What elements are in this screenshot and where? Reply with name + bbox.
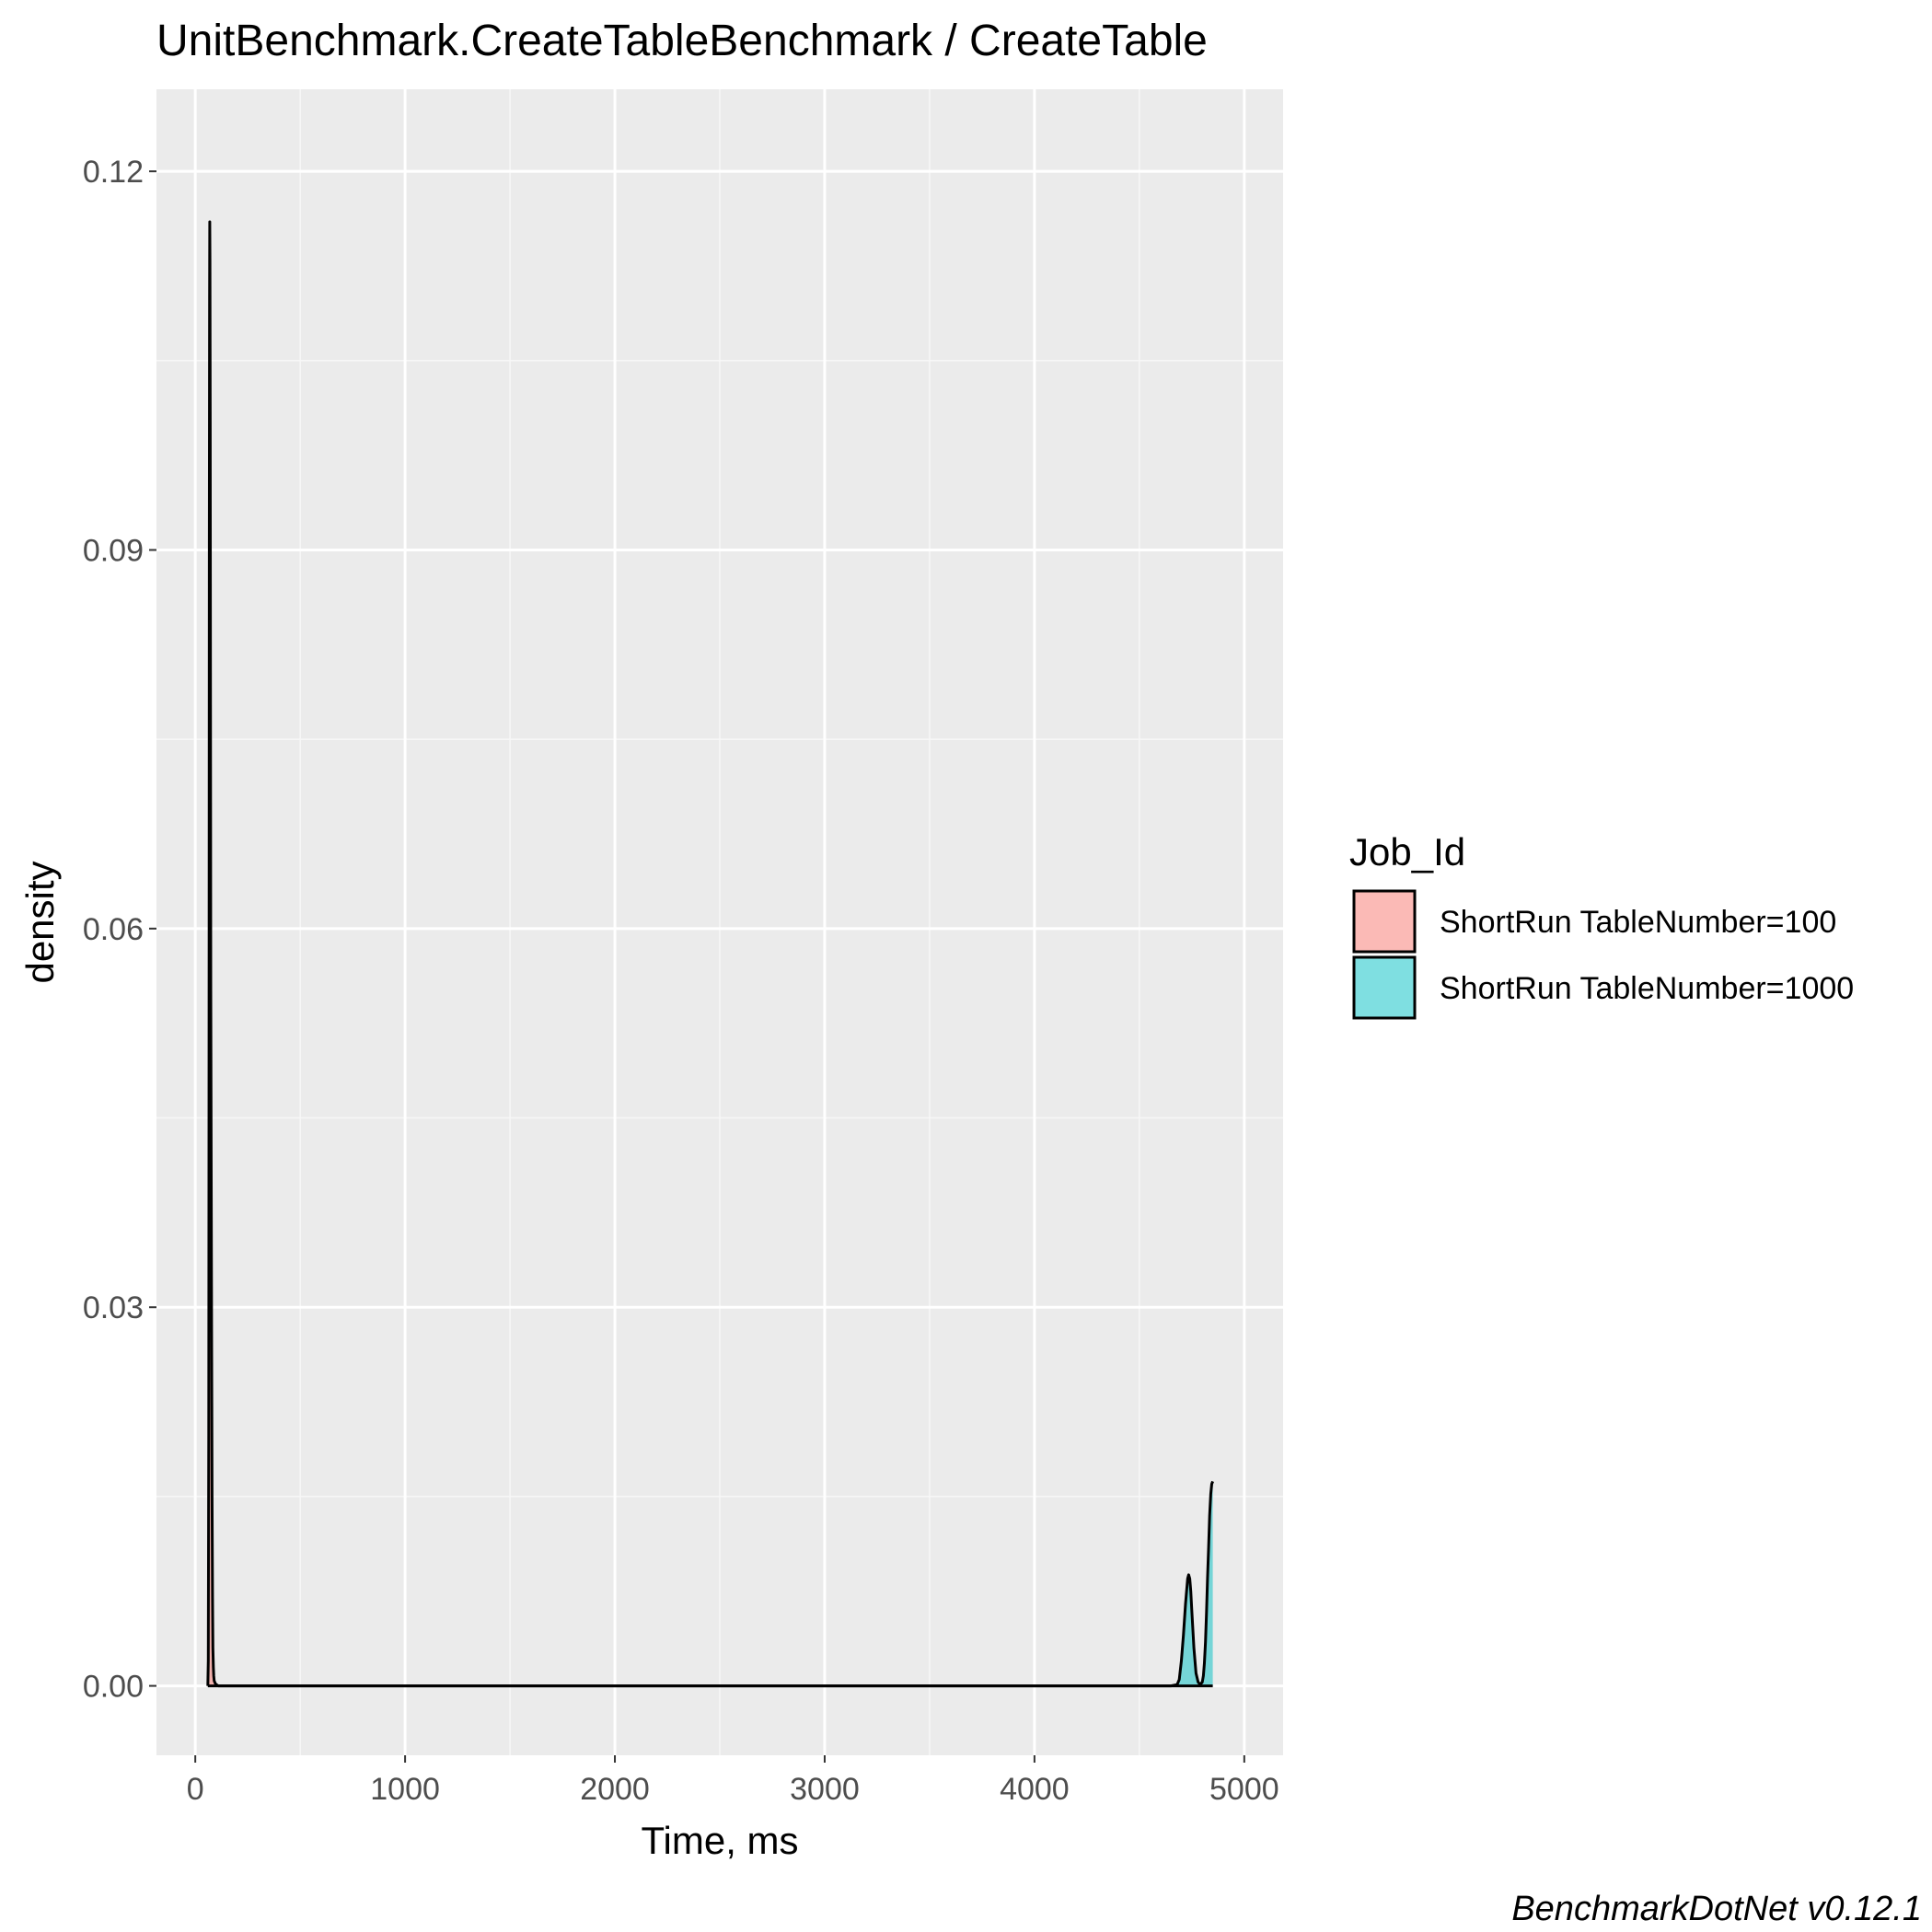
legend-key-series-2 — [1352, 955, 1417, 1020]
y-tick-label: 0.12 — [83, 155, 144, 190]
x-axis-label: Time, ms — [641, 1819, 798, 1862]
density-line-series-1 — [206, 220, 1213, 1688]
legend-key-series-1 — [1352, 889, 1417, 954]
x-tick-label: 2000 — [580, 1772, 650, 1807]
x-axis: 0 1000 2000 3000 4000 5000 — [187, 1755, 1279, 1807]
density-line-series-2 — [207, 1480, 1214, 1688]
caption: BenchmarkDotNet v0.12.1 — [1511, 1890, 1922, 1928]
y-tick-label: 0.03 — [83, 1290, 144, 1325]
legend-title: Job_Id — [1349, 830, 1465, 873]
x-tick-label: 4000 — [1000, 1772, 1070, 1807]
x-tick-label: 1000 — [370, 1772, 440, 1807]
x-tick-label: 0 — [187, 1772, 204, 1807]
density-lines — [206, 220, 1214, 1688]
y-tick-label: 0.06 — [83, 912, 144, 947]
legend-label-series-1: ShortRun TableNumber=100 — [1440, 905, 1836, 940]
x-tick-label: 3000 — [790, 1772, 860, 1807]
y-tick-label: 0.00 — [83, 1670, 144, 1705]
x-tick-label: 5000 — [1209, 1772, 1279, 1807]
minor-gridlines — [156, 89, 1283, 1755]
chart-title: UnitBenchmark.CreateTableBenchmark / Cre… — [156, 17, 1208, 65]
legend-items: ShortRun TableNumber=100 ShortRun TableNu… — [1352, 889, 1854, 1020]
legend-label-series-2: ShortRun TableNumber=1000 — [1440, 971, 1854, 1006]
y-axis: 0.00 0.03 0.06 0.09 0.12 — [83, 155, 156, 1705]
legend: Job_Id ShortRun TableNumber=100ShortRun … — [1349, 830, 1854, 1020]
y-tick-label: 0.09 — [83, 533, 144, 568]
y-axis-label: density — [18, 861, 62, 983]
